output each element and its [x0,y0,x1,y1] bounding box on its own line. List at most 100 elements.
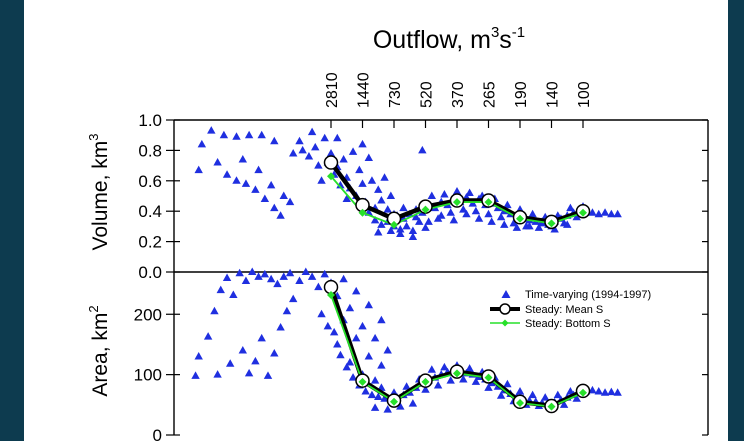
time-varying-point [588,385,597,394]
time-varying-point [307,272,317,280]
time-varying-point [238,345,247,354]
steady-bottom-point [390,220,398,229]
time-varying-point [566,203,575,212]
time-varying-point [396,402,405,410]
time-varying-point [374,392,383,400]
time-varying-point [336,350,345,359]
time-varying-point [345,303,355,312]
time-varying-point [374,185,383,193]
y-tick-label: 0.4 [138,202,162,221]
time-varying-point [563,220,572,228]
time-varying-point [459,205,468,213]
top-tick-label: 520 [419,81,436,108]
time-varying-point [355,165,364,174]
time-varying-point [471,206,481,215]
y-tick-label: 100 [134,366,162,385]
time-varying-point [317,176,326,184]
time-varying-point [377,196,386,204]
time-varying-point [244,130,254,139]
time-varying-point [377,220,386,228]
time-varying-point [449,215,459,224]
steady-bottom-point [547,219,556,228]
steady-bottom-point [390,397,398,406]
time-varying-point [266,180,276,189]
time-varying-point [191,371,200,379]
area-plot: 0 100 200 [134,267,709,441]
legend: Time-varying (1994-1997) Steady: Mean S … [490,289,651,330]
time-varying-point [572,212,581,221]
time-varying-point [219,130,229,139]
steady-bottom-point [516,214,524,223]
time-varying-point [512,223,522,231]
time-varying-point [440,362,449,371]
time-varying-point [232,132,241,140]
time-varying-point [452,186,462,195]
time-varying-point [222,170,232,178]
time-varying-point [241,276,251,285]
time-varying-point [260,269,270,278]
time-varying-point [210,306,219,315]
time-varying-point [320,133,329,142]
time-varying-point [594,387,603,395]
time-varying-point [326,148,336,157]
time-varying-point [446,376,455,384]
time-varying-point [273,279,282,288]
time-varying-point [241,179,251,187]
y-tick-label: 0.0 [138,263,162,282]
time-varying-point [251,356,260,365]
steady-bottom-point [327,290,335,299]
time-varying-point [370,333,380,342]
y-tick-label: 0.8 [138,141,162,160]
time-varying-point [226,359,235,367]
time-varying-point [402,382,411,390]
time-varying-point [528,209,537,218]
time-varying-point [279,191,288,199]
time-varying-point [364,352,373,360]
steady-bottom-point [421,377,430,386]
time-varying-point [317,309,326,318]
time-varying-point [364,153,373,161]
time-varying-point [285,197,295,206]
time-varying-point [232,176,241,184]
time-varying-point [251,185,260,193]
time-varying-point [462,209,471,218]
time-varying-point [260,194,270,203]
y-tick-label: 0.6 [138,172,162,191]
legend-bottom-marker [501,319,509,327]
time-varying-point [396,224,405,233]
time-varying-point [213,158,222,166]
time-varying-point [421,223,430,231]
time-varying-point [361,387,370,395]
legend-mean-label: Steady: Mean S [525,304,603,316]
time-varying-point [333,339,342,348]
time-varying-point [427,365,436,373]
time-varying-point [358,321,367,330]
steady-bottom-point [579,388,587,397]
time-varying-point [279,272,288,280]
time-varying-point [345,358,355,366]
time-varying-point [500,220,509,228]
time-varying-point [528,390,537,399]
time-varying-point [496,212,506,221]
outflow-volume-area-chart: Outflow, m3s-1 Volume, km3 Area, km2 281… [86,24,709,441]
y-tick-label: 1.0 [138,111,162,130]
time-varying-point [600,388,610,396]
steady-bottom-point [516,399,524,408]
time-varying-point [289,148,298,157]
time-varying-point [370,215,380,224]
time-varying-point [289,294,298,303]
chart-panel: Outflow, m3s-1 Volume, km3 Area, km2 281… [24,0,728,441]
time-varying-point [339,155,348,163]
time-varying-point [515,387,525,395]
top-tick-label: 140 [545,81,562,108]
time-varying-point [238,155,247,163]
time-varying-point [474,214,484,222]
time-varying-point [465,364,474,372]
time-varying-point [304,151,314,160]
time-varying-point [377,361,386,369]
time-varying-point [427,191,436,199]
time-varying-point [207,126,216,134]
volume-plot: 0.0 0.2 0.4 0.6 0.8 1.0 [138,111,709,282]
steady-bottom-point [484,373,493,382]
time-varying-point [415,217,424,225]
